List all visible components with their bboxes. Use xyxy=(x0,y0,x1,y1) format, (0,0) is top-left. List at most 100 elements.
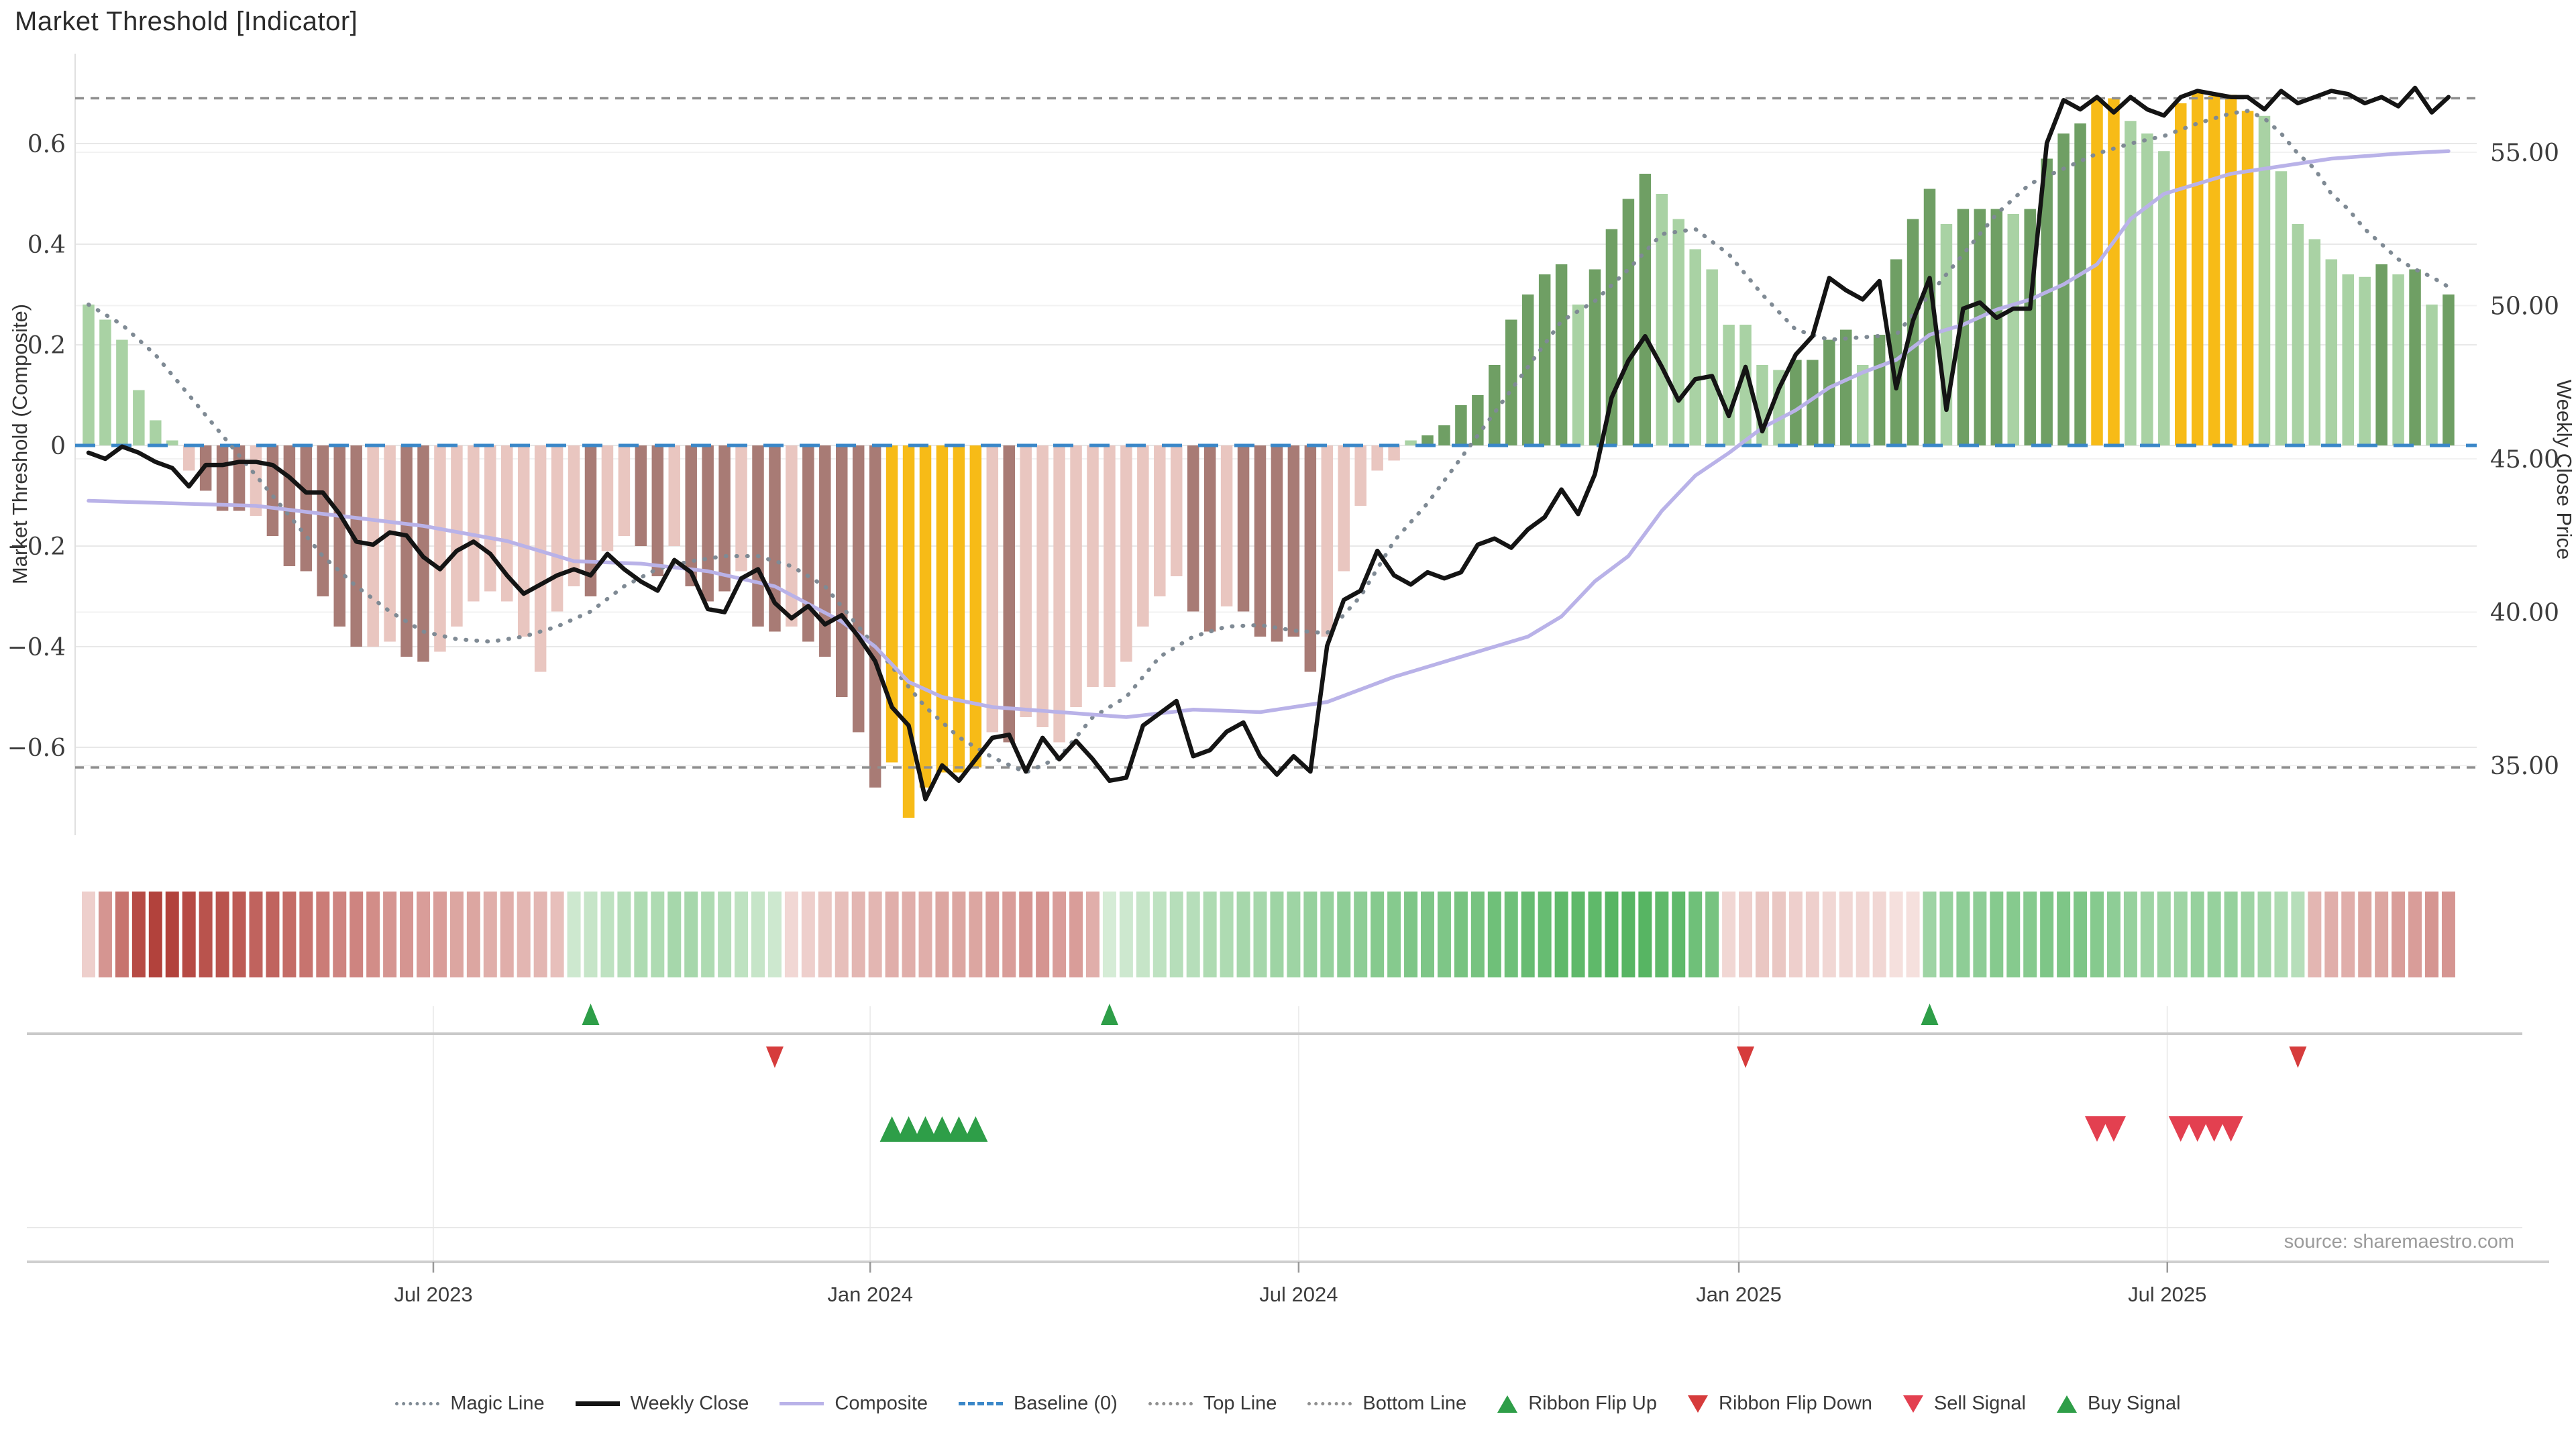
ribbon-stripe xyxy=(701,892,715,977)
threshold-bar xyxy=(317,445,329,596)
ribbon-stripe xyxy=(131,892,146,977)
threshold-bar xyxy=(1656,194,1668,445)
ribbon-stripe xyxy=(1337,892,1351,977)
legend-item-label: Magic Line xyxy=(450,1393,545,1414)
threshold-bar xyxy=(1388,445,1400,461)
legend-item-bottom-line[interactable]: Bottom Line xyxy=(1307,1393,1466,1415)
legend-item-weekly-close[interactable]: Weekly Close xyxy=(575,1393,749,1415)
ribbon-stripe xyxy=(935,892,949,977)
threshold-bar xyxy=(1154,445,1166,596)
threshold-bar xyxy=(551,445,564,612)
buy-signal-marker xyxy=(913,1116,938,1142)
threshold-bar xyxy=(99,319,111,445)
threshold-bar xyxy=(1923,189,1936,445)
ribbon-stripe xyxy=(2157,892,2171,977)
y-right-tick-label: 40.00 xyxy=(2490,600,2559,627)
legend-item-buy-signal[interactable]: Buy Signal xyxy=(2056,1393,2181,1415)
ribbon-stripe xyxy=(1036,892,1050,977)
y-right-tick-label: 50.00 xyxy=(2490,293,2559,321)
threshold-bar xyxy=(1254,445,1267,637)
ribbon-stripe xyxy=(1722,892,1736,977)
source-text: source: sharemaestro.com xyxy=(2284,1231,2514,1252)
threshold-bar xyxy=(919,445,932,788)
buy-signal-marker xyxy=(879,1116,904,1142)
ribbon-stripe xyxy=(1320,892,1334,977)
threshold-bar xyxy=(1823,339,1835,445)
page-title: Market Threshold [Indicator] xyxy=(15,7,358,36)
threshold-bar xyxy=(2141,133,2153,445)
ribbon-stripe xyxy=(1621,892,1635,977)
ribbon-stripe xyxy=(1856,892,1870,977)
ribbon-stripe xyxy=(1169,892,1183,977)
threshold-bar xyxy=(1220,445,1233,606)
threshold-bar xyxy=(1990,209,2003,445)
threshold-bar xyxy=(902,445,915,818)
threshold-bar xyxy=(2392,274,2404,445)
legend-item-ribbon-flip-up[interactable]: Ribbon Flip Up xyxy=(1497,1393,1657,1415)
ribbon-stripe xyxy=(400,892,414,977)
ribbon-stripe xyxy=(2441,892,2455,977)
legend-item-label: Ribbon Flip Up xyxy=(1528,1393,1658,1414)
threshold-bar xyxy=(651,445,664,576)
legend-item-top-line[interactable]: Top Line xyxy=(1148,1393,1277,1415)
ribbon-stripe xyxy=(1672,892,1686,977)
ribbon-stripe xyxy=(2174,892,2188,977)
threshold-bar xyxy=(434,445,446,652)
legend-item-sell-signal[interactable]: Sell Signal xyxy=(1902,1393,2026,1415)
legend-item-baseline-0-[interactable]: Baseline (0) xyxy=(959,1393,1118,1415)
ribbon-stripe xyxy=(1220,892,1234,977)
threshold-bar xyxy=(1622,199,1635,445)
ribbon-stripe xyxy=(2207,892,2221,977)
ribbon-stripe xyxy=(2074,892,2088,977)
threshold-bar xyxy=(333,445,345,627)
threshold-bar xyxy=(885,445,898,763)
threshold-bar xyxy=(1538,274,1551,445)
ribbon-stripe xyxy=(2090,892,2104,977)
ribbon-stripe xyxy=(1756,892,1769,977)
threshold-bar xyxy=(83,305,95,445)
ribbon-stripe xyxy=(600,892,614,977)
threshold-bar xyxy=(668,445,680,546)
threshold-bar xyxy=(1338,445,1350,572)
ribbon-stripe xyxy=(2274,892,2288,977)
threshold-bar xyxy=(1589,269,1601,445)
line-sample-icon xyxy=(395,1402,440,1405)
sell-signal-marker xyxy=(2085,1116,2109,1142)
threshold-bar xyxy=(1304,445,1317,672)
ribbon-stripe xyxy=(165,892,179,977)
legend-item-composite[interactable]: Composite xyxy=(780,1393,928,1415)
legend-item-magic-line[interactable]: Magic Line xyxy=(395,1393,545,1415)
threshold-bar xyxy=(468,445,480,602)
threshold-bar xyxy=(1087,445,1099,687)
ribbon-stripe xyxy=(617,892,631,977)
ribbon-stripe xyxy=(299,892,313,977)
threshold-bar xyxy=(1455,405,1467,445)
y-left-tick-label: 0.6 xyxy=(28,131,66,158)
legend-item-ribbon-flip-down[interactable]: Ribbon Flip Down xyxy=(1688,1393,1872,1415)
ribbon-stripe xyxy=(2057,892,2071,977)
ribbon-stripe xyxy=(1554,892,1568,977)
threshold-bar xyxy=(1957,209,1970,445)
threshold-bar xyxy=(635,445,647,546)
ribbon-stripe xyxy=(1688,892,1703,977)
ribbon-stripe xyxy=(1437,892,1451,977)
threshold-bar xyxy=(852,445,865,733)
ribbon-stripe xyxy=(2324,892,2339,977)
y-left-tick-label: 0.4 xyxy=(28,231,66,259)
ribbon-stripe xyxy=(1605,892,1619,977)
chart-legend: Magic Line Weekly Close Composite Baseline … xyxy=(0,1393,2576,1415)
ribbon-stripe xyxy=(567,892,581,977)
ribbon-stripe xyxy=(316,892,330,977)
ribbon-stripe xyxy=(1069,892,1083,977)
threshold-bar xyxy=(2426,305,2438,445)
ribbon-stripe xyxy=(550,892,564,977)
threshold-bar xyxy=(1405,440,1417,445)
threshold-bar xyxy=(601,445,614,551)
line-sample-icon xyxy=(1307,1402,1352,1405)
ribbon-stripe xyxy=(449,892,464,977)
ribbon-flip-up-marker xyxy=(1100,1004,1118,1025)
triangle-down-icon xyxy=(1902,1395,1923,1413)
ribbon-stripe xyxy=(2006,892,2021,977)
ribbon-stripe xyxy=(1371,892,1385,977)
x-tick-label: Jul 2025 xyxy=(2128,1283,2206,1306)
